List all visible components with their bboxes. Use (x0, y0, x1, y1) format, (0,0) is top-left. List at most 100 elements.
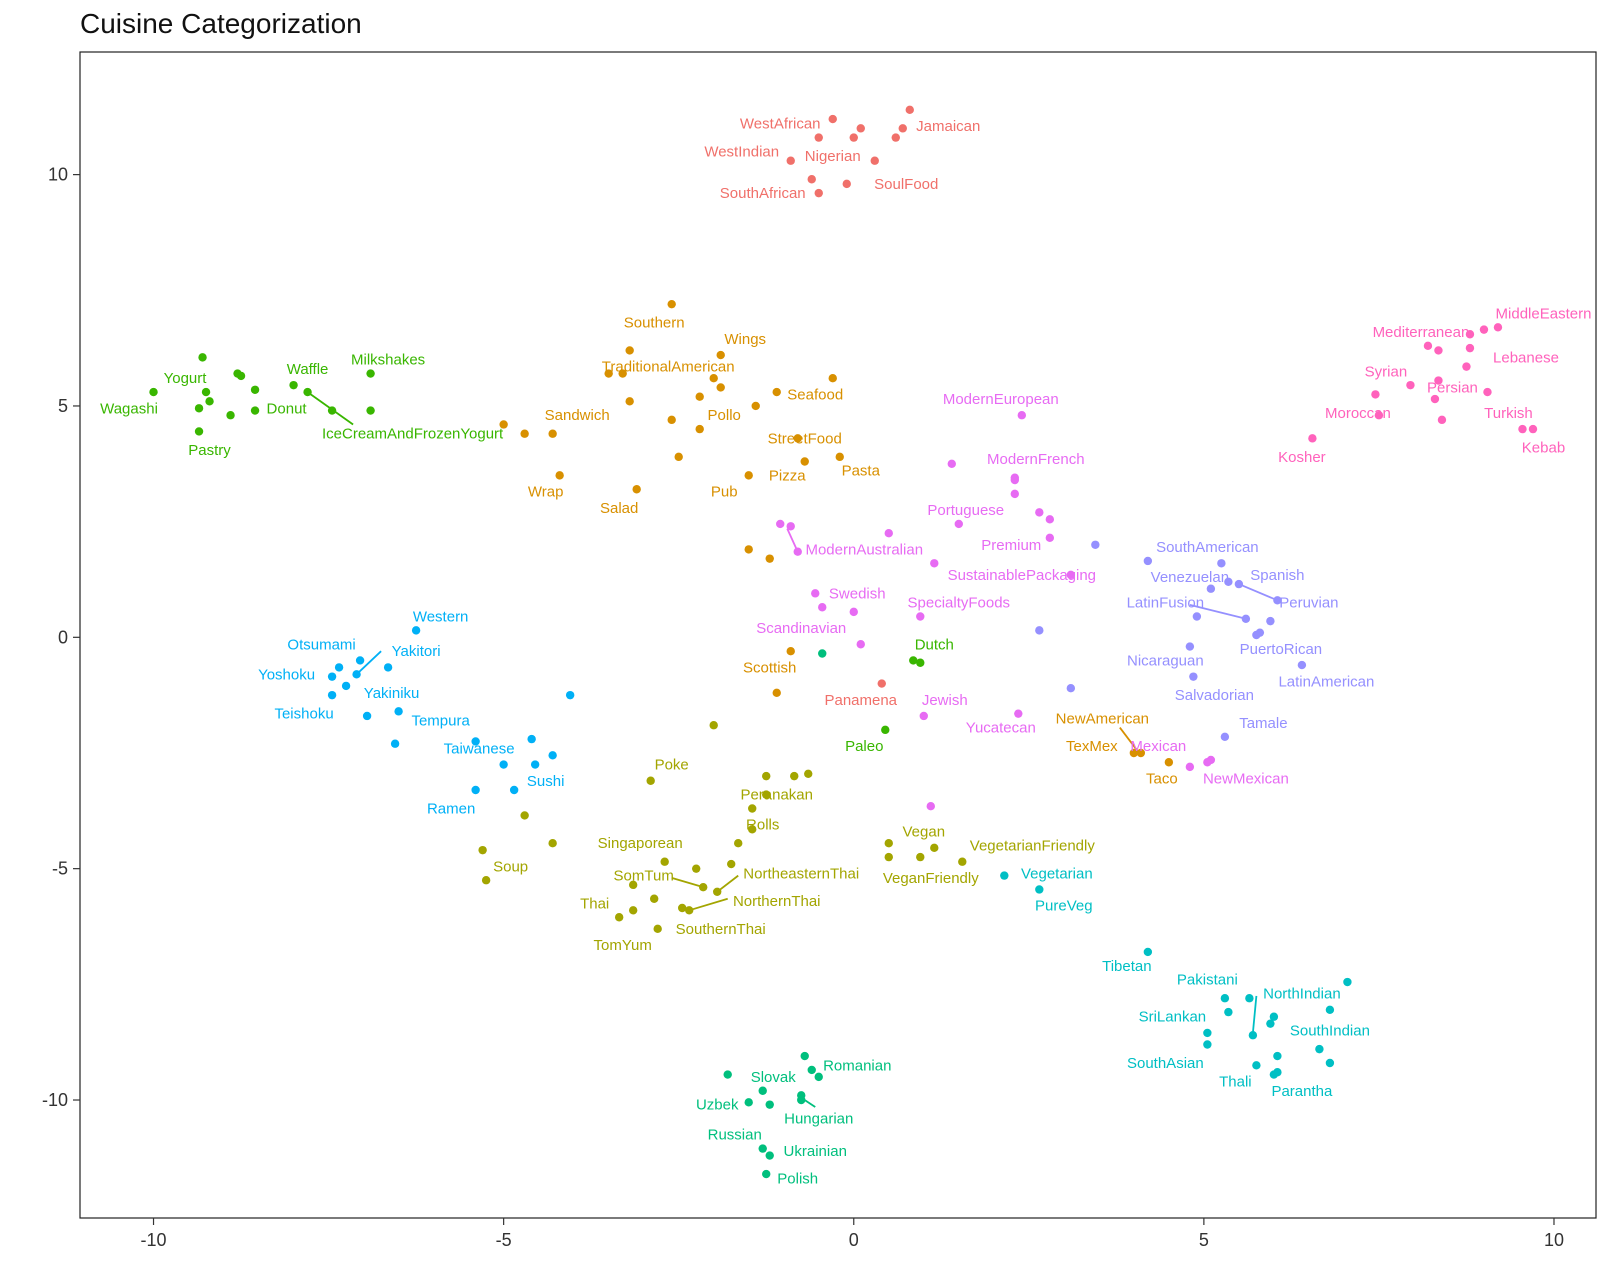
cuisine-label: SouthIndian (1290, 1023, 1370, 1040)
data-point (509, 785, 519, 795)
data-point (1203, 1028, 1212, 1038)
data-point (618, 369, 627, 378)
cuisine-label: Hungarian (784, 1111, 853, 1128)
data-point (765, 1151, 774, 1160)
data-point (713, 887, 722, 896)
data-point (727, 859, 736, 869)
cuisine-label: Yucatecan (966, 720, 1036, 737)
data-point (1220, 732, 1230, 741)
cuisine-label: VegetarianFriendly (970, 838, 1096, 855)
cuisine-label: Wings (724, 331, 766, 348)
data-point (800, 457, 809, 466)
cuisine-label: Southern (624, 315, 685, 332)
cuisine-label: WestIndian (704, 143, 779, 160)
data-point (1035, 626, 1044, 635)
cuisine-label: Tempura (411, 713, 470, 730)
data-point (692, 864, 701, 873)
cuisine-label: PureVeg (1035, 898, 1093, 915)
leader-line (1189, 604, 1247, 620)
data-point (478, 845, 487, 855)
cuisine-label: Poke (655, 757, 689, 774)
cuisine-label: Polish (777, 1171, 818, 1188)
data-point (1203, 1040, 1212, 1049)
cuisine-label: Wagashi (100, 400, 158, 417)
data-point (958, 857, 967, 866)
data-point (1528, 424, 1538, 434)
data-point (1434, 376, 1443, 385)
data-point (762, 771, 771, 781)
data-point (614, 913, 624, 922)
data-point (1465, 343, 1475, 353)
data-point (793, 547, 802, 556)
data-point (1248, 1031, 1258, 1040)
data-point (916, 658, 925, 667)
data-point (916, 852, 925, 862)
cuisine-label: Kosher (1278, 449, 1326, 466)
data-point (527, 734, 536, 744)
cuisine-label: Yogurt (164, 370, 208, 387)
data-point (751, 401, 760, 411)
data-point (807, 175, 816, 184)
data-point (1224, 1007, 1233, 1017)
data-point (1010, 489, 1020, 499)
cuisine-label: Western (413, 608, 469, 625)
data-point (471, 737, 480, 746)
x-axis: -10 -5 0 5 10 (141, 1218, 1564, 1250)
data-point (1266, 1019, 1275, 1028)
cuisine-label: LatinAmerican (1278, 673, 1374, 690)
data-point (1203, 758, 1212, 767)
cuisine-label: Ukrainian (784, 1143, 847, 1160)
cuisine-label: Nigerian (805, 148, 861, 165)
data-point (1035, 508, 1044, 517)
data-point (1234, 579, 1244, 589)
data-point (1434, 346, 1443, 355)
data-point (926, 801, 935, 811)
leader-line (786, 528, 799, 553)
cuisine-label: Salad (600, 500, 638, 517)
cuisine-label: SouthAmerican (1156, 539, 1259, 556)
data-point (1273, 596, 1282, 605)
cuisine-label: WestAfrican (740, 116, 821, 133)
cuisine-label: Pollo (708, 407, 741, 424)
cuisine-label: VeganFriendly (883, 870, 979, 887)
cuisine-label: SpecialtyFoods (908, 595, 1011, 612)
data-point (1143, 556, 1153, 566)
cuisine-label: Teishoku (274, 706, 333, 723)
cuisine-label: Syrian (1365, 363, 1408, 380)
data-point (555, 471, 564, 480)
cuisine-label: Parantha (1271, 1083, 1333, 1100)
cuisine-label: Peruvian (1279, 595, 1338, 612)
cuisine-label: Uzbek (696, 1097, 739, 1114)
x-tick-label: 10 (1544, 1230, 1564, 1250)
data-point (1315, 1044, 1324, 1054)
data-point (716, 383, 725, 392)
data-point (1091, 540, 1100, 549)
y-tick-label: -5 (52, 859, 68, 879)
data-point (250, 385, 260, 394)
cuisine-label: SouthAfrican (720, 185, 806, 202)
data-point (800, 1051, 809, 1061)
cuisine-label: Salvadorian (1175, 687, 1254, 704)
data-point (884, 529, 893, 538)
data-point (1269, 1070, 1279, 1079)
data-point (818, 603, 827, 612)
data-point (804, 769, 813, 779)
data-point (390, 739, 400, 748)
data-point (327, 690, 337, 700)
data-point (394, 707, 403, 716)
data-point (341, 681, 351, 691)
data-point (1185, 642, 1195, 651)
data-point (667, 299, 676, 309)
data-point (772, 688, 781, 698)
data-point (383, 663, 393, 672)
leader-line (688, 897, 728, 912)
data-point (1189, 672, 1198, 681)
data-point (695, 424, 704, 434)
data-point (842, 179, 851, 189)
cuisine-label: Venezuelan (1151, 569, 1229, 586)
y-tick-label: 0 (58, 627, 68, 647)
data-point (303, 387, 312, 397)
label-leader-lines (307, 391, 1278, 1108)
cuisine-label: Sushi (527, 773, 565, 790)
data-point (548, 751, 557, 760)
